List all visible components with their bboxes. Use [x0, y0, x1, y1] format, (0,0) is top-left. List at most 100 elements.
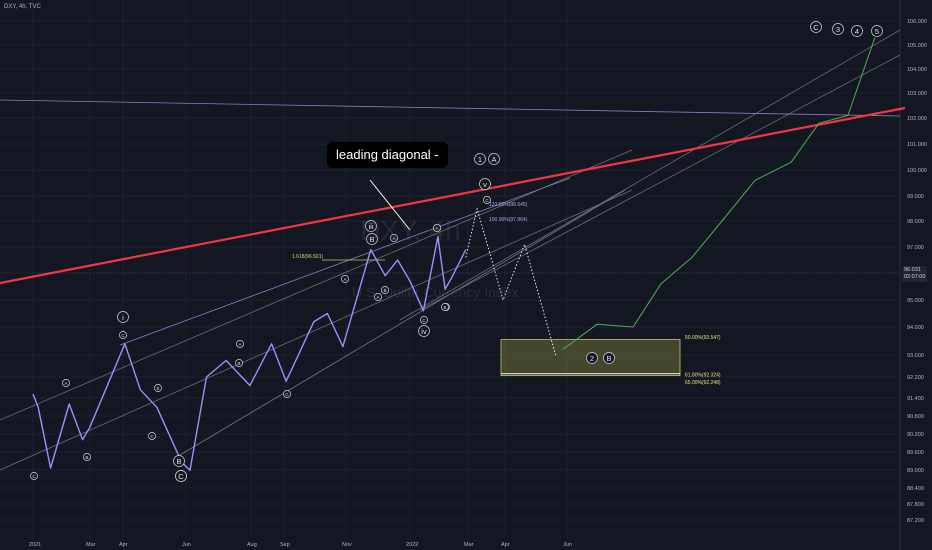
y-tick-label: 102.000 [907, 116, 927, 122]
wave-label-circle [148, 432, 156, 440]
series-line [562, 37, 876, 350]
wave-label-circle [832, 23, 844, 35]
wave-label-circle [175, 470, 187, 482]
x-tick-label: Apr [501, 542, 510, 548]
symbol-header: DXY, 4h, TVC [4, 4, 41, 10]
y-tick-label: 104.000 [907, 67, 927, 73]
y-tick-label: 90.200 [907, 432, 924, 438]
y-tick-label: 103.000 [907, 91, 927, 97]
leading-diagonal-callout: leading diagonal - [327, 142, 448, 168]
y-tick-label: 99.000 [907, 194, 924, 200]
last-price-badge: 96.031 02:07:00 [902, 266, 928, 282]
fib-level-label: 123.60%(98.645) [489, 202, 528, 208]
x-tick-label: Mar [86, 542, 96, 548]
wave-label: A [376, 295, 379, 300]
x-tick-label: 2021 [29, 542, 41, 548]
wave-label-circle [420, 316, 428, 324]
wave-label-circle [433, 224, 441, 232]
wave-label-circle [483, 196, 491, 204]
wave-label: B [606, 354, 611, 363]
y-tick-label: 90.800 [907, 414, 924, 420]
y-tick-label: 98.000 [907, 219, 924, 225]
wave-label: C [150, 434, 154, 439]
wave-label: B [443, 305, 446, 310]
bar-countdown: 02:07:00 [904, 274, 926, 280]
y-tick-label: 87.200 [907, 518, 924, 524]
trend-channel-line [0, 189, 633, 471]
wave-label-circle [810, 21, 822, 33]
wave-label-circle [283, 390, 291, 398]
series-line [465, 208, 557, 356]
x-tick-label: Apr [119, 542, 128, 548]
wave-label: E [156, 386, 159, 391]
wave-label: 3 [836, 25, 840, 34]
fib-level-label: 61.80%(92.324) [685, 372, 721, 378]
x-tick-label: Nov [342, 542, 352, 548]
wave-label-circle [119, 331, 127, 339]
y-tick-label: 87.800 [907, 502, 924, 508]
wave-label-circle [62, 379, 70, 387]
y-tick-label: 105.000 [907, 43, 927, 49]
wave-label: C [422, 318, 426, 323]
x-tick-label: Aug [247, 542, 257, 548]
watermark-name: U.S. Dollar Currency Index [352, 284, 519, 300]
trend-channel-line [0, 99, 901, 117]
last-price: 96.031 [904, 267, 921, 273]
wave-label: 4 [855, 27, 859, 36]
y-tick-label: 88.400 [907, 486, 924, 492]
y-tick-label: 95.000 [907, 298, 924, 304]
wave-label-circle [488, 153, 500, 165]
wave-label-circle [474, 153, 486, 165]
wave-label: iv [421, 327, 427, 336]
wave-label: 2 [590, 354, 594, 363]
wave-label: C [285, 392, 289, 397]
trend-channel-line [419, 54, 901, 311]
x-tick-label: Sep [280, 542, 290, 548]
wave-label: C [121, 333, 125, 338]
x-tick-label: 2022 [406, 542, 418, 548]
fib-level-label: 1.618(96.501) [292, 254, 323, 260]
wave-label: C [32, 474, 36, 479]
wave-label-circle [365, 220, 377, 232]
wave-label-circle [154, 384, 162, 392]
wave-label-circle [851, 25, 863, 37]
wave-label-circle [390, 234, 398, 242]
wave-label: iii [369, 222, 374, 231]
wave-label-circle [30, 472, 38, 480]
wave-label-circle [418, 325, 430, 337]
wave-label-circle [441, 303, 449, 311]
x-tick-label: Mar [464, 542, 474, 548]
trend-channel-line [119, 177, 571, 346]
y-tick-label: 91.400 [907, 396, 924, 402]
wave-label-circle [83, 453, 91, 461]
trend-channel-line [0, 149, 633, 421]
y-tick-label: 93.000 [907, 353, 924, 359]
fib-level-label: 50.00%(93.547) [685, 335, 721, 341]
y-tick-label: 92.200 [907, 375, 924, 381]
trend-channel-line [179, 189, 626, 456]
wave-label: i [122, 313, 124, 322]
y-tick-label: 106.000 [907, 19, 927, 25]
red-resistance-line [0, 106, 906, 285]
wave-label: B [369, 235, 374, 244]
watermark-symbol: DXY, 4h [360, 215, 461, 246]
wave-label: A [392, 236, 395, 241]
wave-label: B [85, 455, 88, 460]
wave-label-circle [341, 275, 349, 283]
wave-label: v [483, 180, 487, 189]
wave-label-circle [381, 286, 389, 294]
wave-label-circle [871, 25, 883, 37]
wave-label: B [237, 361, 240, 366]
y-tick-label: 97.000 [907, 245, 924, 251]
y-tick-label: 89.000 [907, 468, 924, 474]
wave-label: B [383, 288, 386, 293]
wave-label: A [491, 155, 496, 164]
wave-label-circle [586, 352, 598, 364]
series-line [32, 235, 467, 471]
trend-channel-line [399, 29, 901, 321]
wave-label-circle [479, 178, 491, 190]
wave-label: C [813, 23, 819, 32]
y-tick-label: 89.600 [907, 450, 924, 456]
y-tick-label: 100.000 [907, 168, 927, 174]
